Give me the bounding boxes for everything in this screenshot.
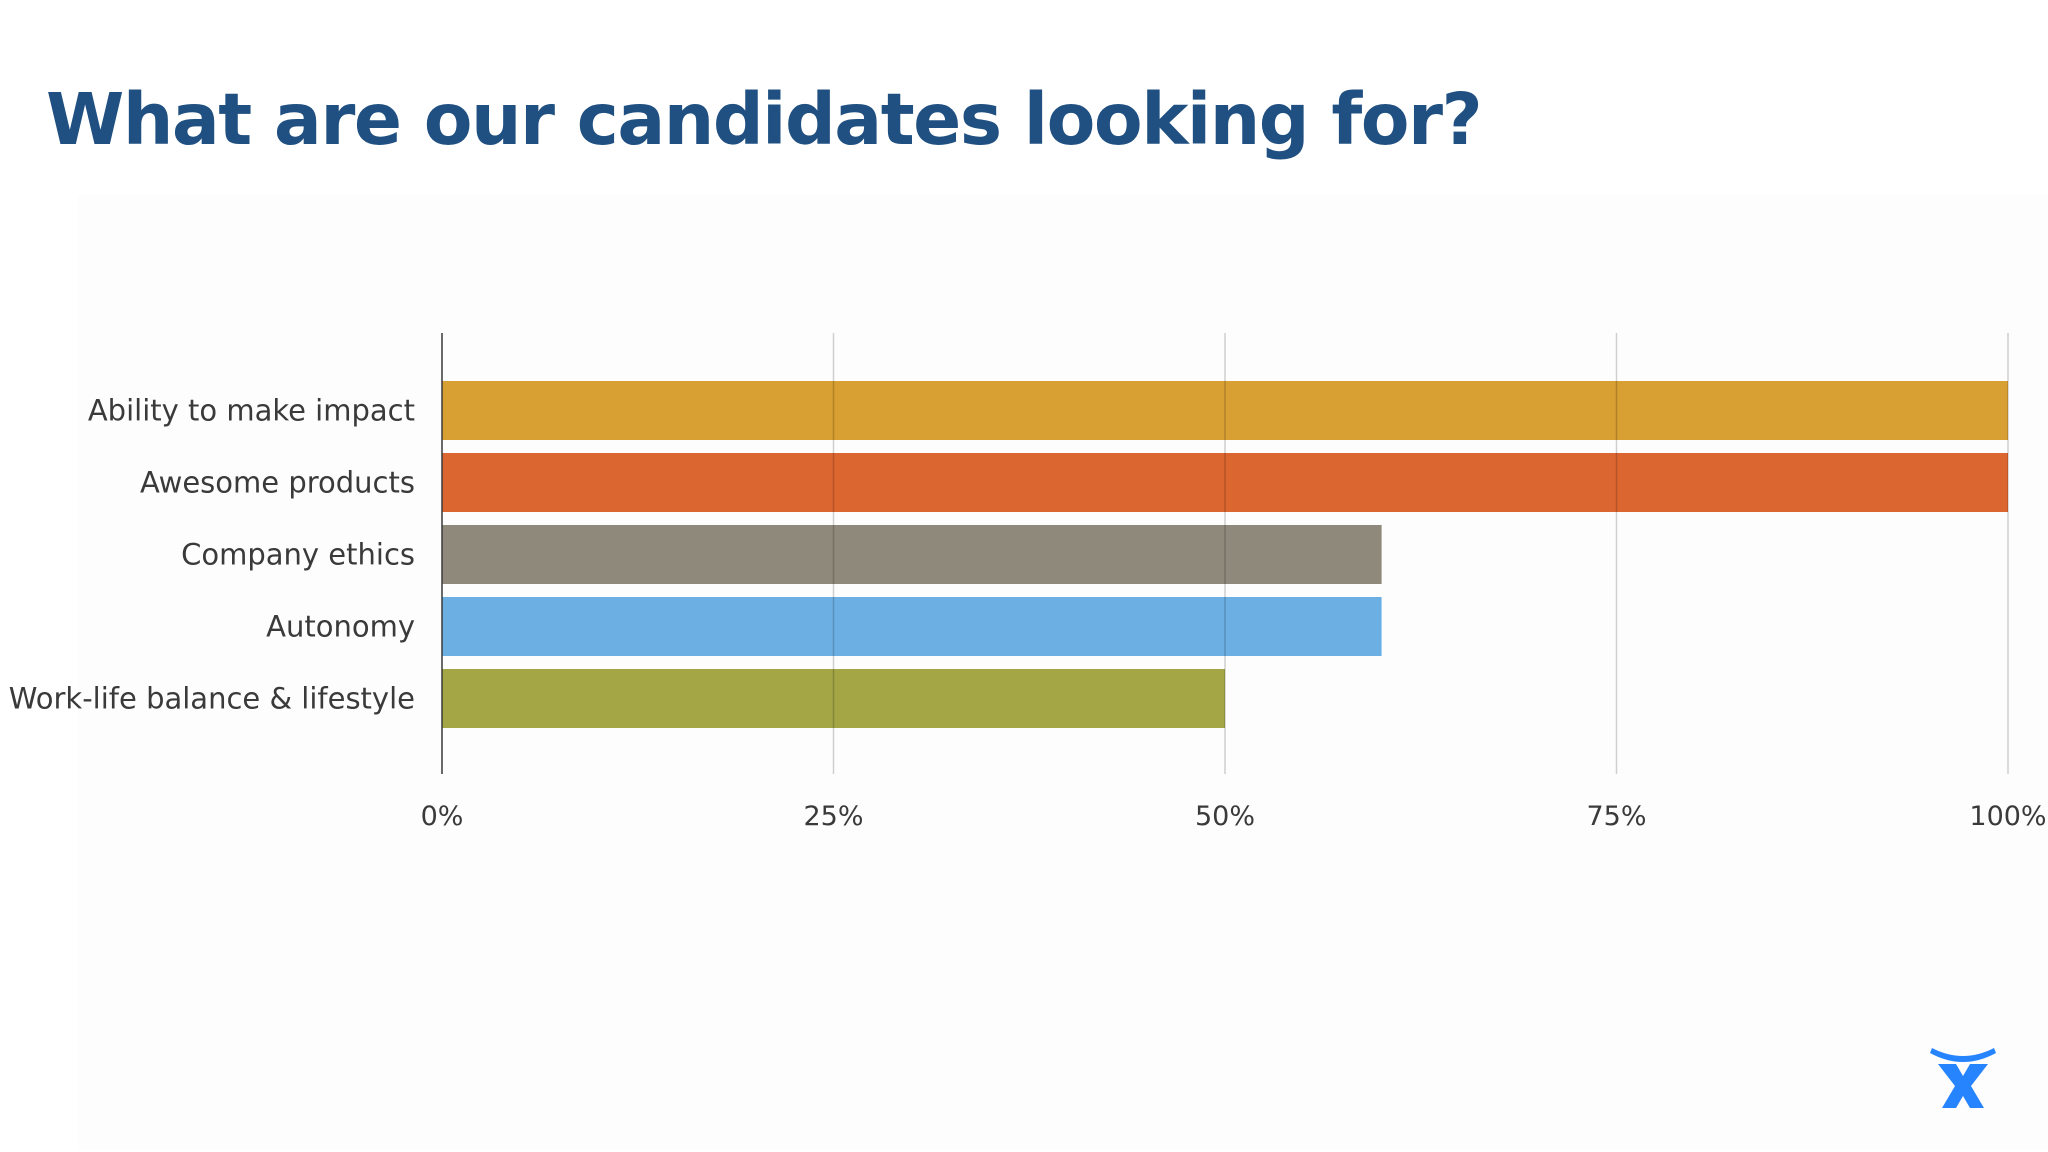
x-tick-labels: 0% 25% 50% 75% 100%	[421, 801, 2047, 832]
bar	[442, 669, 1225, 728]
category-label: Work-life balance & lifestyle	[9, 682, 415, 716]
category-label: Autonomy	[266, 610, 415, 644]
bar	[442, 453, 2008, 512]
category-label: Awesome products	[140, 466, 415, 500]
bars-layer	[442, 381, 2008, 728]
x-tick-label: 50%	[1195, 801, 1255, 832]
gridlines-layer	[832, 333, 2009, 774]
category-label: Company ethics	[181, 538, 415, 572]
x-tick-label: 75%	[1586, 801, 1646, 832]
atlassian-logo-icon	[1930, 1048, 1996, 1108]
bar	[442, 381, 2008, 440]
x-tick-label: 100%	[1969, 801, 2046, 832]
bar	[442, 525, 1382, 584]
x-tick-label: 0%	[421, 801, 464, 832]
x-tick-label: 25%	[803, 801, 863, 832]
slide-title: What are our candidates looking for?	[46, 78, 1483, 161]
bar	[442, 597, 1382, 656]
category-labels: Ability to make impact Awesome products Co…	[9, 394, 415, 716]
category-label: Ability to make impact	[88, 394, 415, 428]
